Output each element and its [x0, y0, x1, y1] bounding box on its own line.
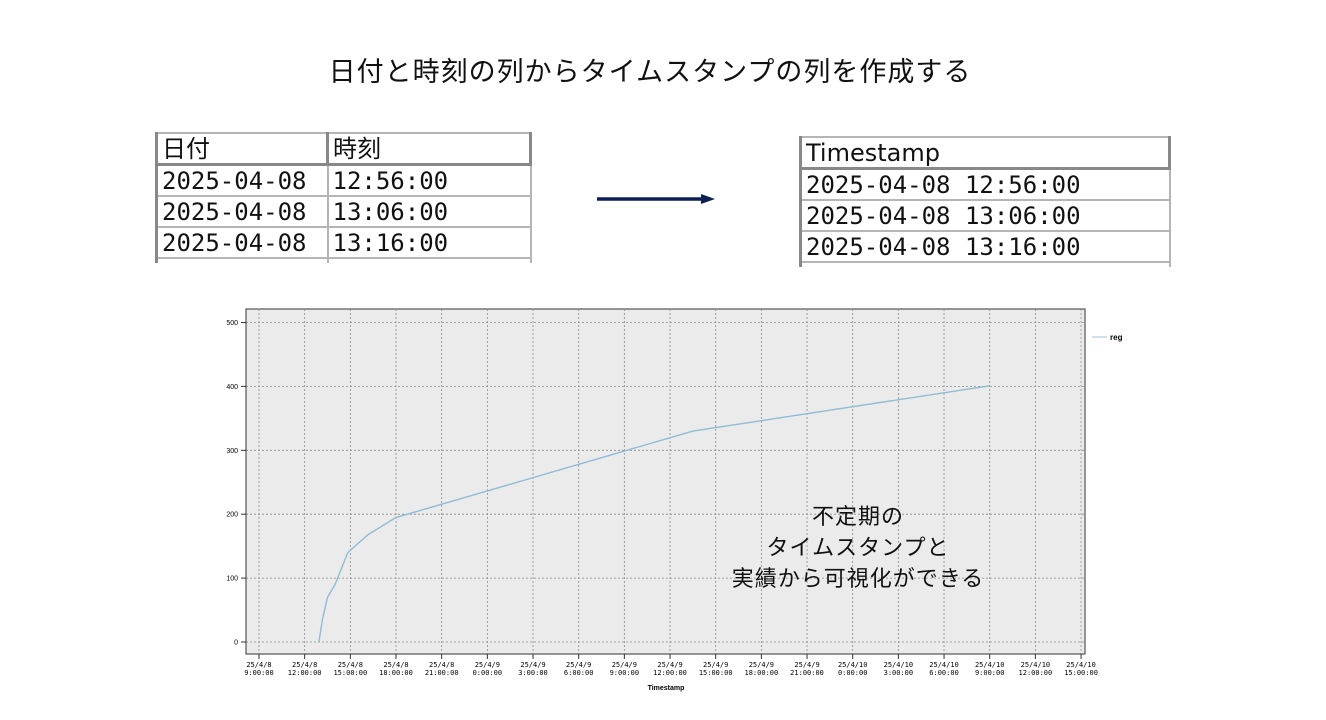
x-tick-label: 9:00:00 — [244, 669, 274, 677]
legend: reg — [1092, 333, 1123, 342]
x-tick-label: 21:00:00 — [425, 669, 459, 677]
x-tick-label: 25/4/9 — [520, 661, 545, 669]
annotation-line: 不定期の — [811, 505, 904, 530]
x-tick-label: 25/4/9 — [749, 661, 774, 669]
date-cell: 2025-04-08 — [155, 163, 329, 197]
x-tick-label: 15:00:00 — [1064, 669, 1098, 677]
x-tick-label: 18:00:00 — [745, 669, 779, 677]
x-tick-label: 21:00:00 — [790, 669, 824, 677]
plot-area — [245, 308, 1086, 655]
time-cell: 13:06:00 — [326, 195, 532, 228]
y-tick-label: 200 — [226, 512, 238, 519]
table-row-truncated: . — [799, 261, 1171, 267]
table-row: 2025-04-08 13:16:00 — [155, 226, 532, 259]
x-tick-label: 25/4/10 — [884, 661, 914, 669]
x-tick-label: 25/4/10 — [1021, 661, 1051, 669]
x-tick-label: 25/4/10 — [929, 661, 959, 669]
x-tick-label: 25/4/9 — [703, 661, 728, 669]
x-tick-label: 18:00:00 — [379, 669, 413, 677]
timestamp-cell: 2025-04-08 13:16:00 — [799, 230, 1171, 263]
column-header-timestamp: Timestamp — [799, 136, 1171, 170]
grid-lines — [246, 309, 1085, 654]
x-tick-label: 25/4/8 — [338, 661, 363, 669]
page-title: 日付と時刻の列からタイムスタンプの列を作成する — [328, 57, 972, 88]
table-row: 2025-04-08 13:06:00 — [155, 195, 532, 228]
y-tick-label: 400 — [226, 384, 238, 391]
x-tick-label: 9:00:00 — [610, 669, 640, 677]
annotation-text: 不定期の タイムスタンプと 実績から可視化ができる — [690, 502, 1026, 595]
x-tick-label: 25/4/10 — [838, 661, 868, 669]
legend-label-reg: reg — [1110, 333, 1123, 342]
y-tick-label: 0 — [234, 640, 238, 647]
x-tick-label: 12:00:00 — [288, 669, 322, 677]
x-tick-label: 25/4/10 — [975, 661, 1005, 669]
x-tick-label: 0:00:00 — [473, 669, 503, 677]
x-tick-label: 25/4/9 — [566, 661, 591, 669]
x-tick-label: 25/4/9 — [475, 661, 500, 669]
arrow-right-icon — [597, 194, 715, 204]
x-tick-label: 6:00:00 — [564, 669, 594, 677]
table-row-truncated: .. — [155, 257, 532, 263]
date-cell: 2025-04-08 — [155, 226, 329, 259]
x-tick-label: 15:00:00 — [333, 669, 367, 677]
x-tick-label: 6:00:00 — [929, 669, 959, 677]
table-row: 2025-04-08 12:56:00 — [155, 163, 532, 197]
x-tick-label: 15:00:00 — [699, 669, 733, 677]
x-tick-label: 25/4/8 — [292, 661, 317, 669]
column-header-time: 時刻 — [326, 132, 532, 166]
timestamp-cell: 2025-04-08 13:06:00 — [799, 199, 1171, 232]
annotation-line: タイムスタンプと — [766, 536, 950, 561]
x-tick-label: 9:00:00 — [975, 669, 1005, 677]
time-cell: 12:56:00 — [326, 163, 532, 197]
x-tick-label: 3:00:00 — [518, 669, 548, 677]
x-axis: 25/4/89:00:0025/4/812:00:0025/4/815:00:0… — [244, 654, 1098, 677]
x-tick-label: 12:00:00 — [1019, 669, 1053, 677]
x-tick-label: 25/4/9 — [657, 661, 682, 669]
time-cell: 13:16:00 — [326, 226, 532, 259]
date-cell: 2025-04-08 — [155, 195, 329, 228]
date-time-table: 日付 時刻 2025-04-08 12:56:00 2025-04-08 13:… — [155, 132, 532, 263]
table-row: 2025-04-08 13:06:00 — [799, 199, 1171, 232]
table-row: 2025-04-08 13:16:00 — [799, 230, 1171, 263]
annotation-line: 実績から可視化ができる — [731, 567, 985, 592]
y-axis: 0 100 200 300 400 500 — [226, 309, 247, 654]
y-tick-label: 300 — [226, 448, 238, 455]
x-tick-label: 25/4/9 — [612, 661, 637, 669]
x-tick-label: 25/4/10 — [1066, 661, 1096, 669]
timestamp-table: Timestamp 2025-04-08 12:56:00 2025-04-08… — [799, 136, 1171, 267]
x-tick-label: 3:00:00 — [884, 669, 914, 677]
y-tick-label: 500 — [226, 320, 238, 327]
series-line-reg — [318, 385, 990, 643]
x-tick-label: 0:00:00 — [838, 669, 868, 677]
column-header-date: 日付 — [155, 132, 329, 166]
x-axis-label: Timestamp — [648, 685, 685, 692]
x-tick-label: 12:00:00 — [653, 669, 687, 677]
x-tick-label: 25/4/8 — [383, 661, 408, 669]
y-tick-label: 100 — [226, 576, 238, 583]
x-tick-label: 25/4/9 — [794, 661, 819, 669]
x-tick-label: 25/4/8 — [246, 661, 271, 669]
x-tick-label: 25/4/8 — [429, 661, 454, 669]
